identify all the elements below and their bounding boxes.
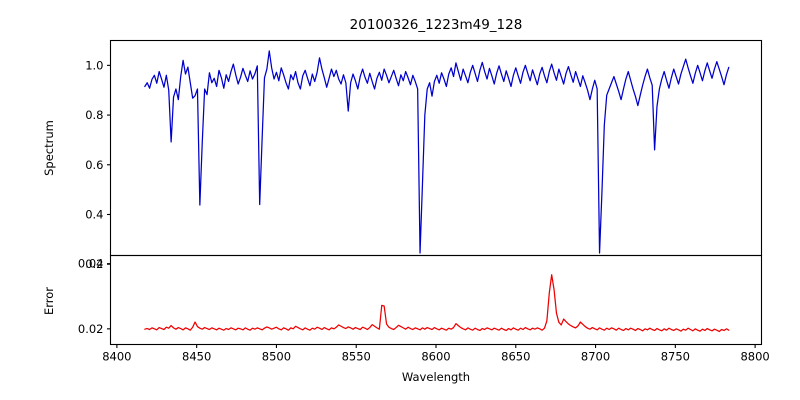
spectrum-y-ticks: 0.2 0.4 0.6 0.8 1.0 (85, 58, 111, 271)
error-data-line (144, 274, 730, 333)
spectrum-ytick-label: 0.2 (85, 257, 103, 271)
error-axes-frame (109, 254, 763, 346)
spectrum-ytick-label: 0.4 (85, 207, 103, 221)
x-tick-label: 8400 (102, 350, 131, 364)
error-y-axis-label: Error (42, 287, 56, 315)
x-tick-label: 8750 (661, 350, 690, 364)
error-y-ticks: 0.02 0.04 (78, 257, 111, 336)
chart-title: 20100326_1223m49_128 (350, 17, 523, 33)
spectrum-ytick-label: 1.0 (85, 58, 103, 72)
x-axis-label: Wavelength (402, 370, 470, 384)
x-tick-label: 8700 (581, 350, 610, 364)
panel-spectrum: 0.2 0.4 0.6 0.8 1.0 Spectrum (42, 39, 763, 271)
x-tick-label: 8650 (501, 350, 530, 364)
spectrum-data-line (144, 50, 730, 254)
x-tick-label: 8600 (421, 350, 450, 364)
spectrum-ytick-label: 0.8 (85, 108, 103, 122)
panel-error: 0.02 0.04 8400 8450 8500 8550 8600 8650 8700 875… (42, 254, 770, 364)
spectrum-ytick-label: 0.6 (85, 158, 103, 172)
error-x-ticks: 8400 8450 8500 8550 8600 8650 8700 8750 8800 (102, 344, 770, 364)
error-ytick-label: 0.02 (78, 322, 104, 336)
x-tick-label: 8800 (740, 350, 769, 364)
x-tick-label: 8550 (342, 350, 371, 364)
x-tick-label: 8450 (182, 350, 211, 364)
spectrum-y-axis-label: Spectrum (42, 120, 56, 176)
x-tick-label: 8500 (262, 350, 291, 364)
error-ytick-label: 0.04 (78, 257, 104, 271)
